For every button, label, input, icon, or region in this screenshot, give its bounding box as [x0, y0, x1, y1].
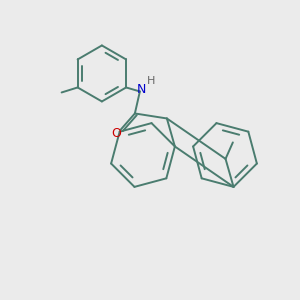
Text: N: N [137, 83, 147, 96]
Text: O: O [111, 127, 121, 140]
Text: H: H [147, 76, 155, 86]
